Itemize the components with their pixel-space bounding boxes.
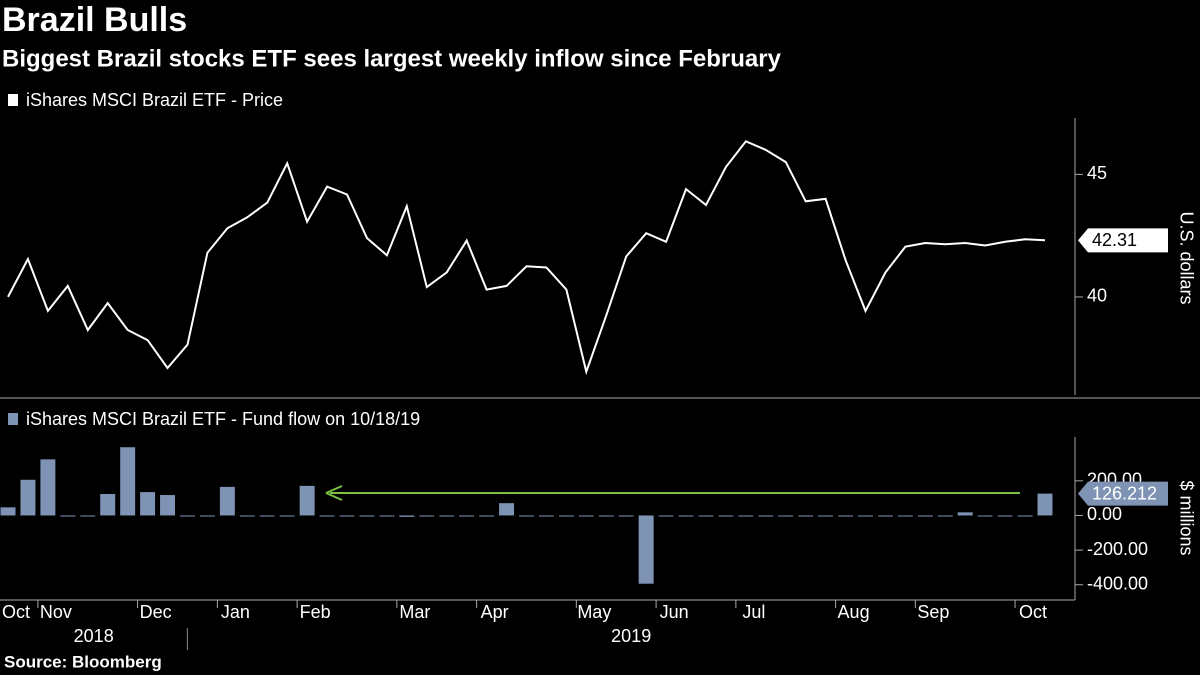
y-tick-label: 0.00 bbox=[1087, 504, 1122, 524]
bar bbox=[499, 503, 515, 516]
annotation-arrow bbox=[325, 485, 1020, 501]
bar bbox=[598, 515, 614, 517]
bar bbox=[259, 515, 275, 517]
bar bbox=[479, 515, 495, 517]
x-tick-label: Apr bbox=[481, 602, 509, 622]
last-value-tag bbox=[1078, 228, 1168, 253]
bar bbox=[120, 447, 136, 516]
x-tick-label: Jul bbox=[742, 602, 765, 622]
bar bbox=[818, 515, 834, 517]
y-tick-label: 45 bbox=[1087, 163, 1107, 183]
legend-swatch bbox=[8, 94, 18, 106]
bar bbox=[419, 515, 435, 517]
bar bbox=[658, 515, 674, 517]
bar bbox=[180, 515, 195, 517]
bar bbox=[538, 515, 554, 517]
price-line bbox=[7, 140, 1046, 376]
bar bbox=[997, 515, 1013, 517]
y-axis-title: U.S. dollars bbox=[1176, 211, 1196, 304]
bar bbox=[319, 515, 335, 517]
bar bbox=[937, 515, 953, 517]
bar bbox=[219, 486, 235, 516]
bar bbox=[299, 485, 315, 516]
bar bbox=[140, 492, 156, 516]
bar bbox=[698, 515, 714, 517]
bar bbox=[618, 515, 634, 517]
bar bbox=[558, 515, 574, 517]
bar bbox=[379, 515, 395, 517]
bar bbox=[578, 515, 594, 517]
last-value-label: 42.31 bbox=[1092, 230, 1137, 250]
bar bbox=[858, 515, 873, 517]
x-tick-label: May bbox=[577, 602, 611, 622]
bar bbox=[917, 515, 933, 517]
year-label: 2018 bbox=[74, 626, 114, 646]
x-tick-label: Sep bbox=[917, 602, 949, 622]
bar bbox=[638, 515, 654, 584]
bar bbox=[239, 515, 255, 517]
bar bbox=[1017, 515, 1033, 517]
x-tick-label: Jun bbox=[660, 602, 689, 622]
last-value-tag bbox=[1078, 481, 1168, 506]
last-value-label: 126.212 bbox=[1092, 483, 1157, 503]
bar bbox=[40, 459, 56, 516]
chart-title: Brazil Bulls bbox=[2, 1, 187, 39]
bar bbox=[1037, 493, 1053, 516]
bar bbox=[439, 515, 455, 517]
x-tick-label: Oct bbox=[2, 602, 30, 622]
bar bbox=[80, 515, 96, 517]
bar bbox=[519, 515, 534, 517]
bar bbox=[778, 515, 794, 517]
bar bbox=[678, 515, 694, 517]
bar bbox=[199, 515, 215, 517]
bar bbox=[897, 515, 913, 517]
legend-label: iShares MSCI Brazil ETF - Fund flow on 1… bbox=[26, 409, 420, 429]
legend-swatch bbox=[8, 413, 18, 425]
x-tick-label: Mar bbox=[399, 602, 430, 622]
bar bbox=[339, 515, 355, 517]
legend-label: iShares MSCI Brazil ETF - Price bbox=[26, 90, 283, 110]
bar bbox=[160, 495, 176, 516]
bar bbox=[838, 515, 854, 517]
chart-subtitle: Biggest Brazil stocks ETF sees largest w… bbox=[2, 45, 782, 72]
y-tick-label: -400.00 bbox=[1087, 574, 1148, 594]
bar bbox=[459, 515, 475, 517]
x-tick-label: Dec bbox=[140, 602, 172, 622]
bar bbox=[877, 515, 893, 517]
x-tick-label: Feb bbox=[300, 602, 331, 622]
y-axis-title: $ millions bbox=[1176, 480, 1196, 555]
y-tick-label: 40 bbox=[1087, 286, 1107, 306]
bar bbox=[20, 479, 36, 516]
bar bbox=[0, 507, 16, 516]
bar bbox=[279, 515, 295, 517]
source: Source: Bloomberg bbox=[4, 652, 162, 671]
bar bbox=[718, 515, 734, 517]
y-tick-label: -200.00 bbox=[1087, 539, 1148, 559]
bar bbox=[60, 515, 76, 517]
bar bbox=[957, 512, 973, 516]
bar bbox=[399, 515, 415, 517]
bar bbox=[798, 515, 814, 517]
x-tick-label: Nov bbox=[40, 602, 72, 622]
x-tick-label: Oct bbox=[1019, 602, 1047, 622]
bar bbox=[359, 515, 375, 517]
x-tick-label: Aug bbox=[838, 602, 870, 622]
bar bbox=[100, 493, 116, 516]
bar bbox=[758, 515, 774, 517]
x-tick-label: Jan bbox=[221, 602, 250, 622]
bar bbox=[977, 515, 993, 517]
year-label: 2019 bbox=[611, 626, 651, 646]
bar bbox=[738, 515, 754, 517]
